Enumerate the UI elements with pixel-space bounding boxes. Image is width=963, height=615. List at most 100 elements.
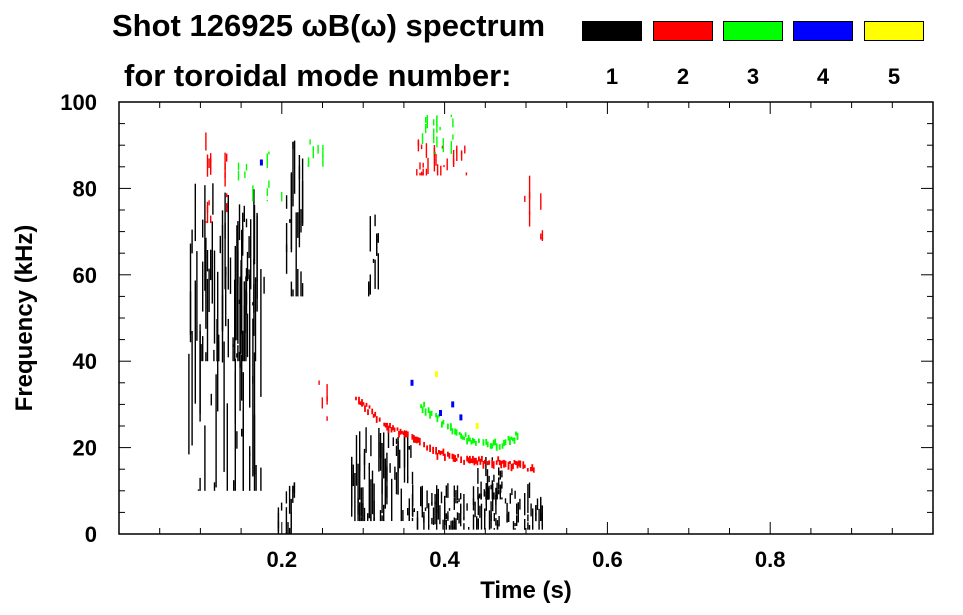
mode-3-mark <box>447 423 449 430</box>
mode-2-mark <box>208 200 210 206</box>
mode-1-mark <box>378 427 380 472</box>
mode-2-mark <box>475 457 477 464</box>
mode-1-mark <box>221 295 224 332</box>
mode-3-mark <box>507 435 510 441</box>
mode-1-mark <box>501 481 503 489</box>
mode-1-mark <box>527 514 529 522</box>
mode-1-mark <box>403 434 406 483</box>
mode-1-mark <box>202 261 204 312</box>
mode-1-mark <box>205 237 207 329</box>
mode-2-mark <box>452 150 455 165</box>
mode-1-mark <box>492 497 494 512</box>
mode-1-mark <box>484 512 486 530</box>
mode-2-mark <box>484 459 486 464</box>
mode-2-mark <box>398 431 400 438</box>
mode-1-mark <box>474 501 476 518</box>
mode-1-mark <box>383 520 385 521</box>
mode-2-mark <box>473 457 476 466</box>
mode-1-mark <box>367 513 369 521</box>
mode-1-mark <box>493 492 495 500</box>
mode-2-mark <box>411 434 414 440</box>
mode-1-mark <box>538 508 540 530</box>
mode-3-mark <box>252 185 254 197</box>
spectrum-marks <box>188 114 544 534</box>
mode-1-mark <box>466 503 468 511</box>
mode-1-mark <box>216 319 218 362</box>
mode-1-mark <box>205 352 207 362</box>
mode-1-mark <box>499 470 501 480</box>
mode-2-mark <box>540 233 542 240</box>
mode-2-mark <box>374 411 377 417</box>
mode-3-mark <box>498 444 501 450</box>
mode-1-mark <box>368 284 370 297</box>
mode-1-mark <box>197 489 200 491</box>
mode-2-mark <box>486 461 489 466</box>
mode-1-mark <box>381 443 383 495</box>
mode-1-mark <box>377 233 379 243</box>
mode-3-mark <box>430 410 433 416</box>
mode-2-mark <box>422 168 424 176</box>
y-tick-label: 60 <box>73 263 97 288</box>
mode-1-mark <box>499 484 501 500</box>
mode-1-mark <box>293 140 296 194</box>
mode-1-mark <box>238 351 241 362</box>
mode-2-mark <box>372 413 375 418</box>
mode-1-mark <box>234 301 236 362</box>
mode-2-mark <box>426 445 428 451</box>
mode-2-mark <box>364 405 366 412</box>
x-tick-label: 0.4 <box>429 547 460 572</box>
mode-1-mark <box>374 259 376 289</box>
mode-2-mark <box>466 455 468 462</box>
mode-1-mark <box>514 490 516 499</box>
x-tick-label: 0.2 <box>267 547 298 572</box>
mode-1-mark <box>365 427 367 453</box>
mode-1-mark <box>292 289 294 297</box>
legend-label-3: 3 <box>746 64 760 89</box>
mode-2-mark <box>378 417 381 422</box>
mode-2-mark <box>470 458 473 463</box>
mode-1-mark <box>431 501 433 506</box>
mode-1-mark <box>395 445 398 456</box>
mode-2-mark <box>416 169 418 176</box>
mode-3-mark <box>503 440 505 446</box>
mode-1-mark <box>484 508 486 515</box>
mode-3-mark <box>252 197 254 202</box>
mode-3-mark <box>504 439 507 446</box>
mode-1-mark <box>456 500 459 504</box>
mode-2-mark <box>498 459 501 466</box>
mode-3-mark <box>455 429 458 436</box>
mode-1-mark <box>395 472 398 495</box>
mode-2-mark <box>504 460 507 468</box>
mode-1-mark <box>381 515 383 521</box>
mode-1-mark <box>280 502 283 511</box>
mode-1-mark <box>386 452 388 505</box>
mode-1-mark <box>460 493 462 500</box>
mode-4-mark <box>259 159 263 166</box>
mode-1-mark <box>407 508 409 516</box>
mode-1-mark <box>431 517 433 525</box>
mode-1-mark <box>428 525 430 530</box>
mode-1-mark <box>480 503 483 530</box>
mode-1-mark <box>351 456 353 465</box>
mode-2-mark <box>517 460 520 467</box>
mode-1-mark <box>514 528 516 530</box>
mode-1-mark <box>408 446 410 450</box>
mode-2-mark <box>460 456 462 463</box>
mode-3-mark <box>436 136 438 148</box>
mode-2-mark <box>457 453 459 458</box>
mode-1-mark <box>213 250 216 344</box>
mode-1-mark <box>439 505 441 525</box>
mode-2-mark <box>491 459 494 468</box>
mode-3-mark <box>509 437 511 445</box>
mode-1-mark <box>253 189 255 266</box>
mode-4-mark <box>459 414 463 421</box>
mode-1-mark <box>238 204 241 241</box>
mode-1-mark <box>236 431 238 449</box>
mode-1-mark <box>456 485 459 500</box>
mode-3-mark <box>312 146 314 159</box>
mode-1-mark <box>436 485 438 513</box>
mode-1-mark <box>460 503 462 514</box>
mode-1-mark <box>483 489 485 497</box>
mode-1-mark <box>514 523 516 527</box>
y-tick-label: 80 <box>73 176 97 201</box>
